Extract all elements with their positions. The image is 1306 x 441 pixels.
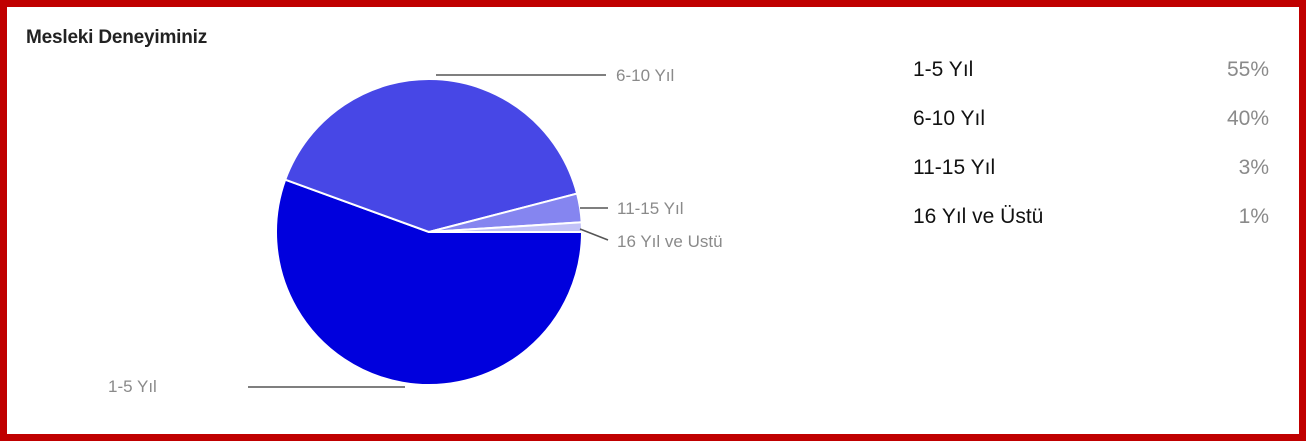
legend-row: 16 Yıl ve Üstü 1% — [913, 205, 1273, 254]
legend-percent: 1% — [1238, 205, 1269, 228]
legend-row: 11-15 Yıl 3% — [913, 156, 1273, 205]
pie-slice-1[interactable] — [275, 178, 584, 386]
slice-callout-label-3: 11-15 Yıl — [617, 199, 683, 218]
pie-slice-2[interactable] — [283, 78, 579, 234]
legend-label: 11-15 Yıl — [913, 156, 996, 179]
legend-percent: 3% — [1238, 156, 1269, 179]
legend-label: 1-5 Yıl — [913, 58, 974, 81]
pie-slice-4[interactable] — [428, 221, 584, 233]
legend-label: 16 Yıl ve Üstü — [913, 205, 1044, 228]
slice-callout-label-2: 6-10 Yıl — [616, 66, 674, 85]
legend-percent: 40% — [1226, 107, 1269, 130]
leader-line-4 — [579, 228, 609, 241]
slice-callout-label-4: 16 Yıl ve Ustü — [617, 232, 723, 251]
legend-row: 1-5 Yıl 55% — [913, 58, 1273, 107]
legend-row: 6-10 Yıl 40% — [913, 107, 1273, 156]
legend-label: 6-10 Yıl — [913, 107, 985, 130]
legend-percent: 55% — [1226, 58, 1269, 81]
legend-table: 1-5 Yıl 55% 6-10 Yıl 40% 11-15 Yıl 3% 16 Yıl v… — [913, 58, 1273, 254]
slice-callout-label-1: 1-5 Yıl — [108, 377, 157, 396]
chart-title: Mesleki Deneyiminiz — [26, 27, 207, 48]
